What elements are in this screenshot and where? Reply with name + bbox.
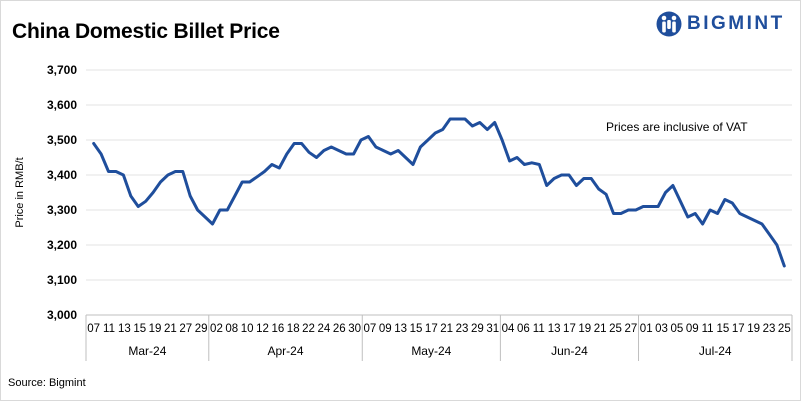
month-label: May-24 [411,344,451,358]
y-tick-label: 3,300 [47,203,77,217]
brand-logo: BIGMINT [656,10,785,38]
x-tick-label: 03 [655,323,668,335]
y-axis-label: Price in RMB/t [14,157,26,227]
chart-title: China Domestic Billet Price [12,20,280,43]
month-label: Jun-24 [551,344,588,358]
x-tick-label: 24 [317,323,330,335]
bigmint-logo-icon [656,11,682,37]
x-tick-label: 04 [502,323,515,335]
x-tick-label: 10 [241,323,254,335]
x-tick-label: 21 [440,323,453,335]
x-tick-label: 08 [225,323,238,335]
x-tick-label: 22 [302,323,315,335]
billet-price-line [92,117,786,268]
x-tick-label: 15 [410,323,423,335]
x-tick-label: 05 [670,323,683,335]
x-tick-label: 13 [394,323,407,335]
logo-text: BIGMINT [687,13,785,34]
y-tick-label: 3,700 [47,63,77,77]
x-tick-label: 17 [563,323,576,335]
x-tick-label: 30 [348,323,361,335]
x-tick-label: 23 [456,323,469,335]
x-tick-label: 25 [778,323,791,335]
x-tick-label: 26 [333,323,346,335]
x-tick-label: 29 [471,323,484,335]
x-tick-label: 31 [486,323,499,335]
x-tick-label: 11 [103,323,115,335]
x-tick-label: 13 [548,323,561,335]
x-tick-label: 07 [364,323,377,335]
x-tick-label: 11 [702,323,714,335]
x-tick-label: 17 [732,323,745,335]
x-tick-label: 18 [287,323,300,335]
month-label: Mar-24 [128,344,166,358]
vat-annotation: Prices are inclusive of VAT [606,120,748,134]
source-note: Source: Bigmint [8,377,86,389]
x-tick-label: 15 [133,323,146,335]
grid-lines [86,69,792,316]
month-label: Jul-24 [699,344,732,358]
series-group [92,117,786,268]
month-labels: Mar-24 Apr-24 May-24 Jun-24 Jul-24 [128,344,732,358]
y-tick-label: 3,400 [47,168,77,182]
x-tick-label: 09 [379,323,392,335]
x-tick-label: 16 [271,323,284,335]
x-tick-label: 01 [640,323,653,335]
x-tick-label: 25 [609,323,622,335]
x-axis [85,314,793,361]
x-tick-label: 19 [149,323,162,335]
x-tick-label: 11 [533,323,545,335]
x-tick-label: 12 [256,323,269,335]
x-tick-label: 21 [594,323,607,335]
y-axis-ticks: 3,000 3,100 3,200 3,300 3,400 3,500 3,600 3,700 [47,63,77,322]
x-tick-label: 09 [686,323,699,335]
x-tick-label: 29 [195,323,208,335]
month-label: Apr-24 [268,344,304,358]
x-tick-label: 19 [578,323,591,335]
x-tick-label: 23 [763,323,776,335]
x-tick-label: 27 [179,323,192,335]
y-tick-label: 3,000 [47,308,77,322]
y-tick-label: 3,200 [47,238,77,252]
x-tick-label: 19 [747,323,760,335]
x-tick-label: 13 [118,323,131,335]
x-tick-label: 07 [87,323,100,335]
x-tick-label: 02 [210,323,223,335]
x-tick-label: 06 [517,323,530,335]
x-axis-ticks: 07 11 13 15 19 21 27 29 02 08 10 12 16 18 22 24 26 30 07 09… [87,323,790,335]
y-tick-label: 3,100 [47,273,77,287]
x-tick-label: 27 [624,323,637,335]
y-tick-label: 3,600 [47,98,77,112]
x-tick-label: 15 [717,323,730,335]
x-tick-label: 17 [425,323,438,335]
x-tick-label: 21 [164,323,177,335]
y-tick-label: 3,500 [47,133,77,147]
